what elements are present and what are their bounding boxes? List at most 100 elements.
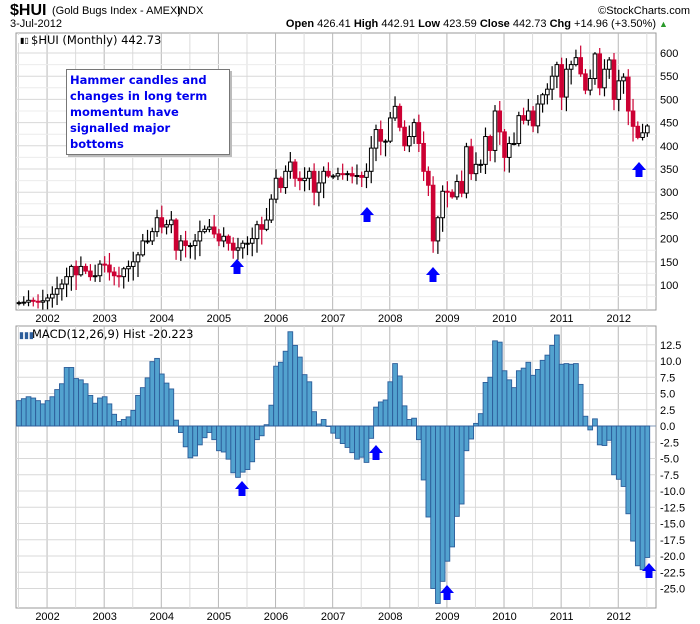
x-axis-tick-bottom: 2010 bbox=[492, 611, 516, 623]
candle bbox=[426, 166, 431, 197]
histogram-bar bbox=[496, 341, 503, 427]
candle-body bbox=[530, 110, 536, 127]
candle-body bbox=[97, 263, 103, 277]
candle bbox=[292, 159, 298, 187]
histogram-bar bbox=[192, 425, 198, 457]
candle-body bbox=[483, 136, 488, 165]
up-arrow-icon bbox=[642, 563, 656, 578]
x-axis-tick-top: 2012 bbox=[607, 313, 631, 325]
candle bbox=[464, 142, 469, 199]
candle bbox=[297, 171, 303, 191]
candle-body bbox=[292, 161, 298, 179]
histogram-bar bbox=[244, 425, 251, 470]
candle bbox=[159, 205, 165, 234]
histogram-bar bbox=[596, 425, 603, 446]
candle-body bbox=[573, 57, 579, 66]
price-axis-tick: 250 bbox=[660, 210, 678, 222]
histogram-bar bbox=[401, 405, 408, 427]
candle bbox=[611, 53, 617, 111]
x-axis-tick-bottom: 2006 bbox=[264, 611, 288, 623]
candle-body bbox=[211, 226, 217, 235]
histogram-bar bbox=[82, 383, 89, 427]
candle bbox=[326, 162, 331, 178]
x-axis-tick-bottom: 2002 bbox=[35, 611, 59, 623]
chg-up-arrow-icon: ▲ bbox=[659, 19, 668, 29]
histogram-bar bbox=[311, 411, 317, 427]
x-axis-tick-top: 2003 bbox=[92, 313, 116, 325]
histogram-bar bbox=[211, 425, 217, 441]
candle bbox=[16, 300, 22, 306]
candle-body bbox=[611, 59, 617, 100]
candle-body bbox=[154, 217, 160, 233]
candle bbox=[487, 134, 493, 162]
candle bbox=[245, 236, 250, 256]
candle-body bbox=[359, 174, 365, 178]
candle-body bbox=[149, 231, 155, 242]
candle bbox=[164, 219, 169, 235]
candle bbox=[540, 92, 545, 113]
candle bbox=[64, 267, 69, 298]
candle-body bbox=[240, 242, 246, 249]
candle-body bbox=[111, 271, 117, 277]
price-legend: $HUI (Monthly) 442.73 bbox=[31, 33, 161, 47]
candle-body bbox=[630, 110, 636, 127]
x-axis-tick-top: 2004 bbox=[150, 313, 174, 325]
candle bbox=[387, 112, 393, 144]
candle bbox=[154, 209, 160, 237]
candle-body bbox=[197, 231, 203, 242]
histogram-bar bbox=[416, 425, 422, 441]
histogram-bar bbox=[606, 425, 613, 441]
price-panel: 600 550 500 450 400 350 300 250 200 150 100 2002 200… bbox=[15, 32, 678, 325]
candle-body bbox=[169, 219, 174, 226]
chg-label: Chg bbox=[550, 18, 571, 30]
histogram-bar bbox=[568, 363, 574, 427]
histogram-bar bbox=[639, 425, 646, 571]
histogram-bar bbox=[544, 354, 551, 427]
candle bbox=[278, 176, 284, 193]
candle bbox=[126, 260, 131, 282]
symbol: $HUI bbox=[10, 2, 46, 19]
candle bbox=[102, 256, 107, 273]
candle-body bbox=[421, 142, 426, 172]
candle bbox=[307, 167, 312, 191]
histogram-bar bbox=[220, 425, 227, 453]
histogram-bar bbox=[439, 425, 446, 582]
candle-body bbox=[245, 242, 250, 245]
candle-body bbox=[368, 147, 374, 172]
x-axis-tick-bottom: 2003 bbox=[92, 611, 116, 623]
histogram-bar bbox=[530, 374, 536, 427]
candle-body bbox=[183, 240, 188, 247]
candle-body bbox=[378, 129, 384, 142]
candle-body bbox=[468, 146, 474, 175]
candle-body bbox=[73, 265, 79, 276]
histogram-bar bbox=[49, 396, 56, 427]
histogram-bar bbox=[458, 425, 465, 505]
candle-body bbox=[230, 242, 236, 251]
candle-body bbox=[502, 131, 507, 158]
candle bbox=[135, 251, 141, 278]
histogram-bar bbox=[68, 367, 75, 427]
candle bbox=[26, 290, 31, 307]
histogram-bar bbox=[358, 425, 365, 458]
macd-axis-tick: 12.5 bbox=[660, 340, 681, 352]
candle-body bbox=[107, 264, 112, 273]
histogram-bar bbox=[59, 383, 65, 427]
candle-body bbox=[521, 115, 526, 121]
histogram-bar bbox=[335, 425, 341, 439]
histogram-bar bbox=[425, 425, 432, 518]
price-axis-tick: 400 bbox=[660, 141, 678, 153]
candle-body bbox=[130, 261, 136, 267]
candle bbox=[197, 220, 203, 257]
price-axis-tick: 300 bbox=[660, 187, 678, 199]
candle bbox=[492, 105, 498, 163]
histogram-bar bbox=[349, 425, 356, 454]
histogram-bar bbox=[454, 425, 460, 517]
histogram-bar bbox=[144, 377, 151, 427]
candle-body bbox=[216, 233, 222, 242]
candle bbox=[478, 159, 484, 173]
candle-body bbox=[416, 122, 422, 144]
high-label: High bbox=[354, 18, 379, 30]
candle bbox=[316, 170, 322, 207]
candle-body bbox=[126, 265, 131, 270]
